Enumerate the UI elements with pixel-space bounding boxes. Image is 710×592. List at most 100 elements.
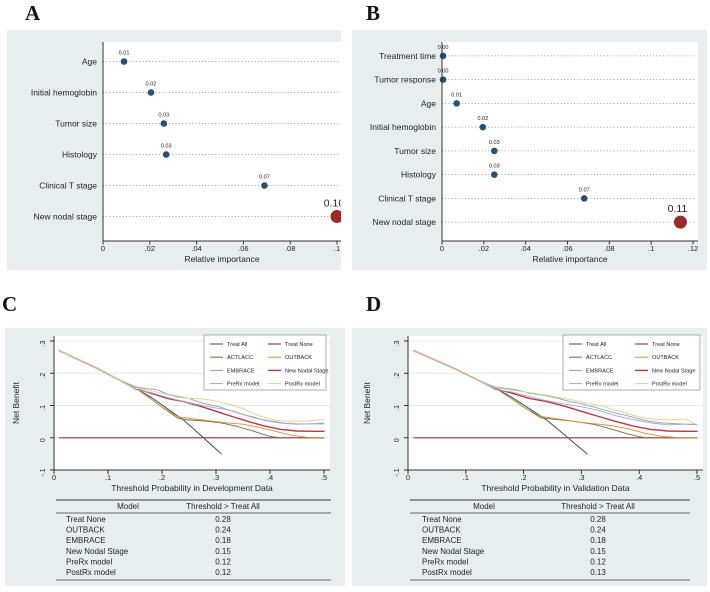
svg-text:0.07: 0.07 [579, 187, 590, 193]
svg-text:Clinical T stage: Clinical T stage [39, 181, 97, 191]
svg-text:Clinical T stage: Clinical T stage [378, 193, 436, 203]
svg-text:.5: .5 [694, 473, 700, 482]
svg-text:0.01: 0.01 [451, 92, 462, 98]
svg-text:0.15: 0.15 [590, 547, 606, 556]
svg-text:PostRx model: PostRx model [652, 382, 687, 388]
svg-text:.2: .2 [394, 373, 401, 379]
svg-text:Age: Age [82, 57, 97, 67]
svg-text:Treat All: Treat All [586, 342, 606, 348]
svg-text:Tumor response: Tumor response [374, 75, 436, 85]
panel-a-importance-plot: Age Initial hemoglobin Tumor size Histology… [7, 30, 341, 270]
svg-text:PostRx model: PostRx model [66, 568, 116, 577]
svg-text:.1: .1 [40, 405, 47, 411]
panel-c-decision-curve: -.1 0 .1 .2 .3 0 .1 .2 .3 .4 .5 Net Benefit Threshol… [5, 328, 345, 586]
svg-text:.1: .1 [463, 473, 469, 482]
svg-text:0.18: 0.18 [215, 536, 231, 545]
svg-text:0.13: 0.13 [590, 568, 606, 577]
svg-text:.04: .04 [520, 244, 530, 253]
svg-text:PreRx model: PreRx model [586, 382, 618, 388]
svg-text:New Nodal Stage: New Nodal Stage [422, 547, 485, 556]
svg-text:Relative importance: Relative importance [532, 254, 607, 264]
svg-text:0.12: 0.12 [215, 568, 231, 577]
svg-text:0.00: 0.00 [438, 45, 449, 51]
svg-text:0.28: 0.28 [590, 515, 606, 524]
panel-a-dotplot-svg: Age Initial hemoglobin Tumor size Histology… [31, 42, 341, 264]
panel-d-decision-curve: -.1 0 .1 .2 .3 0 .1 .2 .3 .4 .5 Net Benefit Threshol… [352, 328, 707, 586]
svg-text:.4: .4 [267, 473, 273, 482]
svg-text:-.1: -.1 [40, 468, 47, 476]
svg-text:.3: .3 [213, 473, 219, 482]
svg-text:New Nodal Stage: New Nodal Stage [285, 368, 329, 374]
svg-text:Initial hemoglobin: Initial hemoglobin [31, 88, 97, 98]
panel-b-importance-plot: Treatment time Tumor response Age Initial h… [352, 30, 707, 270]
svg-text:0.07: 0.07 [259, 175, 270, 181]
svg-text:0.10: 0.10 [324, 198, 341, 210]
svg-text:.3: .3 [394, 340, 401, 346]
svg-text:Net Benefit: Net Benefit [11, 381, 21, 424]
svg-text:0.24: 0.24 [590, 526, 606, 535]
svg-text:.2: .2 [520, 473, 526, 482]
svg-text:.3: .3 [40, 340, 47, 346]
panel-b-dotplot-svg: Treatment time Tumor response Age Initial h… [370, 42, 698, 264]
svg-text:Treatment time: Treatment time [379, 51, 436, 61]
svg-text:.3: .3 [578, 473, 584, 482]
svg-text:0.02: 0.02 [146, 82, 157, 88]
svg-text:-.1: -.1 [394, 468, 401, 476]
svg-text:Threshold > Treat All: Threshold > Treat All [186, 502, 260, 511]
svg-text:0.18: 0.18 [590, 536, 606, 545]
svg-text:.1: .1 [394, 405, 401, 411]
svg-text:Model: Model [473, 502, 495, 511]
svg-text:.12: .12 [688, 244, 698, 253]
svg-text:New Nodal Stage: New Nodal Stage [66, 547, 129, 556]
svg-text:.1: .1 [648, 244, 654, 253]
svg-text:EMBRACE: EMBRACE [227, 368, 255, 374]
svg-text:.08: .08 [285, 244, 295, 253]
svg-text:Initial hemoglobin: Initial hemoglobin [370, 122, 436, 132]
svg-text:.4: .4 [636, 473, 642, 482]
svg-text:EMBRACE: EMBRACE [66, 536, 106, 545]
svg-text:0.12: 0.12 [215, 557, 231, 566]
svg-text:OUTBACK: OUTBACK [66, 526, 105, 535]
svg-text:0.01: 0.01 [119, 51, 130, 57]
panel-letter-a: A [25, 1, 41, 25]
panel-c-linechart-svg: -.1 0 .1 .2 .3 0 .1 .2 .3 .4 .5 Net Benefit Threshol… [11, 334, 331, 581]
svg-text:0: 0 [394, 438, 401, 442]
svg-text:Threshold Probability in Valid: Threshold Probability in Validation Data [481, 483, 629, 493]
svg-text:Threshold Probability in Devel: Threshold Probability in Development Dat… [111, 483, 273, 493]
svg-text:New nodal stage: New nodal stage [373, 217, 437, 227]
svg-text:.1: .1 [334, 244, 340, 253]
svg-text:Histology: Histology [401, 170, 437, 180]
svg-text:.5: .5 [321, 473, 327, 482]
svg-text:EMBRACE: EMBRACE [586, 368, 614, 374]
svg-text:0.15: 0.15 [215, 547, 231, 556]
svg-text:0: 0 [440, 244, 444, 253]
svg-text:.1: .1 [105, 473, 111, 482]
svg-text:Treat All: Treat All [227, 342, 247, 348]
svg-text:0.00: 0.00 [438, 69, 449, 75]
svg-text:Treat None: Treat None [652, 342, 680, 348]
svg-text:0.11: 0.11 [668, 203, 688, 215]
svg-text:OUTBACK: OUTBACK [422, 526, 461, 535]
svg-text:.06: .06 [238, 244, 248, 253]
svg-text:0.12: 0.12 [590, 557, 606, 566]
svg-text:OUTBACK: OUTBACK [285, 355, 312, 361]
svg-text:New Nodal Stage: New Nodal Stage [652, 368, 696, 374]
svg-text:PreRx model: PreRx model [422, 557, 468, 566]
svg-text:EMBRACE: EMBRACE [422, 536, 462, 545]
svg-text:.04: .04 [191, 244, 201, 253]
svg-text:OUTBACK: OUTBACK [652, 355, 679, 361]
svg-text:0.28: 0.28 [215, 515, 231, 524]
svg-text:Relative importance: Relative importance [184, 254, 259, 264]
svg-text:.2: .2 [40, 373, 47, 379]
svg-text:ACTLACC: ACTLACC [227, 355, 253, 361]
svg-text:.02: .02 [145, 244, 155, 253]
svg-text:0.03: 0.03 [158, 113, 169, 119]
svg-text:Treat None: Treat None [422, 515, 462, 524]
svg-text:Treat None: Treat None [285, 342, 313, 348]
svg-text:PostRx model: PostRx model [285, 382, 320, 388]
svg-text:0: 0 [40, 438, 47, 442]
panel-letter-c: C [2, 292, 18, 316]
svg-text:.02: .02 [479, 244, 489, 253]
panel-letter-d: D [366, 292, 382, 316]
